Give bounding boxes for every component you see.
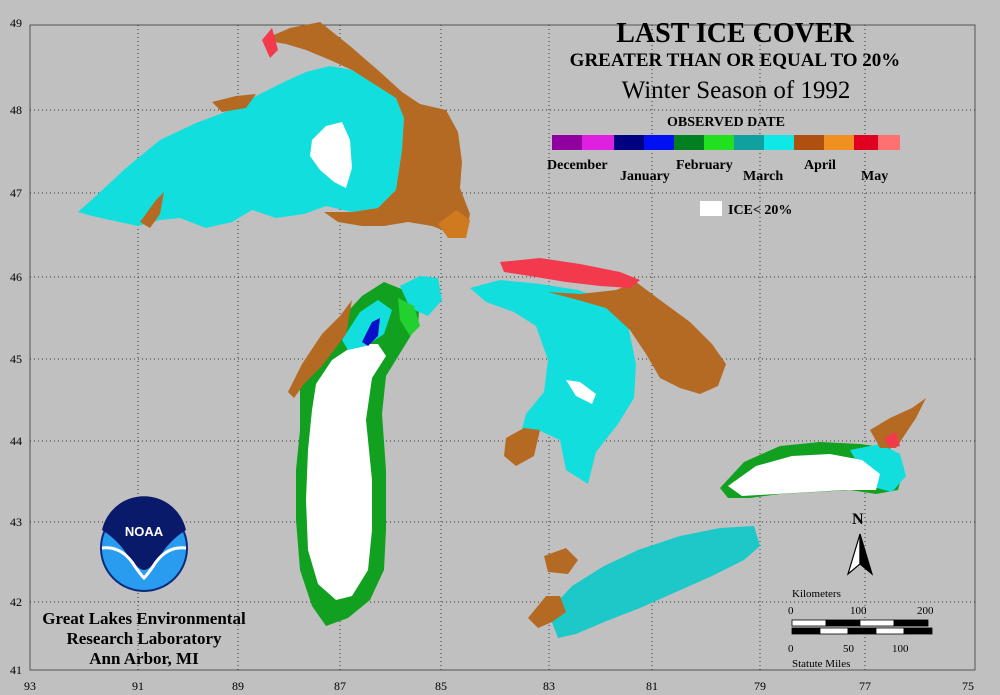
- superior-march-ice: [78, 66, 404, 228]
- huron-march-ice: [470, 280, 636, 484]
- ontario-march-ice: [850, 444, 906, 492]
- lon-label: 79: [754, 679, 766, 693]
- lon-label: 85: [435, 679, 447, 693]
- huron-may-ice-north-channel: [500, 258, 640, 288]
- huron-ice-lt20: [566, 380, 596, 404]
- legend-swatch-january-light: [644, 135, 674, 150]
- legend-swatch-may-dark: [854, 135, 878, 150]
- lat-label: 46: [10, 270, 22, 284]
- ontario-ice-lt20: [728, 454, 880, 496]
- lon-label: 83: [543, 679, 555, 693]
- lat-label: 47: [10, 186, 22, 200]
- lake-michigan: [288, 276, 442, 626]
- lake-erie: [528, 526, 760, 638]
- legend-swatch-february-light: [704, 135, 734, 150]
- superior-keweenaw-march: [262, 150, 304, 172]
- scale-mi-label: Statute Miles: [792, 658, 850, 670]
- noaa-logo-bird: [102, 496, 186, 570]
- lat-label: 44: [10, 434, 22, 448]
- michigan-march-ice-north: [342, 300, 392, 350]
- superior-april-ice-nipigon: [212, 94, 256, 112]
- lat-label: 45: [10, 352, 22, 366]
- superior-may-ice: [262, 28, 278, 58]
- huron-saginaw-april: [504, 428, 540, 466]
- title-main: LAST ICE COVER: [616, 18, 854, 49]
- org-line-3: Ann Arbor, MI: [89, 649, 199, 668]
- lat-label: 48: [10, 103, 22, 117]
- org-line-2: Research Laboratory: [66, 629, 222, 648]
- lon-label: 77: [859, 679, 871, 693]
- lon-label: 87: [334, 679, 346, 693]
- michigan-january-ice: [362, 318, 380, 346]
- lake-superior: [78, 22, 470, 238]
- legend-label-april: April: [804, 158, 836, 173]
- scale-mi-tick: 50: [843, 643, 855, 655]
- title-subtitle: GREATER THAN OR EQUAL TO 20%: [570, 50, 901, 71]
- huron-april-ice-georgian: [548, 282, 726, 394]
- ontario-may-ice: [884, 432, 900, 448]
- scale-km-label: Kilometers: [792, 588, 841, 600]
- scale-mi-tick: 100: [892, 643, 909, 655]
- superior-whitefish-april: [438, 210, 470, 238]
- lat-label: 43: [10, 515, 22, 529]
- noaa-logo-wave: [101, 546, 187, 581]
- legend-swatch-march-light: [764, 135, 794, 150]
- longitude-labels: 93 91 89 87 85 83 81 79 77 75: [24, 679, 974, 693]
- legend-label-ice-lt20: ICE< 20%: [728, 203, 792, 218]
- legend-label-december: December: [547, 158, 608, 173]
- legend-label-march: March: [743, 169, 783, 184]
- erie-march-ice: [548, 526, 760, 638]
- legend-label-february: February: [676, 158, 733, 173]
- michigan-straits-february: [398, 298, 420, 336]
- lake-ontario: [720, 398, 926, 498]
- legend-swatch-april-light: [824, 135, 854, 150]
- lon-label: 93: [24, 679, 36, 693]
- scale-bar: Kilometers 0 100 200 0 50 100 Statute Mi…: [788, 588, 934, 670]
- noaa-logo-text: NOAA: [125, 524, 164, 539]
- legend-swatch-december-light: [582, 135, 614, 150]
- scale-km-tick: 100: [850, 605, 867, 617]
- lake-huron: [470, 258, 726, 484]
- legend-swatch-january-dark: [614, 135, 644, 150]
- lon-label: 81: [646, 679, 658, 693]
- legend-label-may: May: [861, 169, 888, 184]
- ontario-april-ice-east: [870, 398, 926, 448]
- legend-swatch-april-dark: [794, 135, 824, 150]
- superior-april-ice-west: [140, 192, 164, 228]
- observed-date-legend: [552, 135, 900, 216]
- north-label: N: [852, 511, 864, 528]
- superior-april-ice-east: [262, 22, 470, 234]
- lat-label: 42: [10, 595, 22, 609]
- north-arrow-left-half: [846, 533, 861, 576]
- latitude-labels: 49 48 47 46 45 44 43 42 41: [10, 16, 22, 677]
- legend-swatch-ice-lt20: [700, 201, 722, 216]
- scale-km-tick: 0: [788, 605, 794, 617]
- lat-lon-grid: [29, 24, 976, 671]
- lon-label: 89: [232, 679, 244, 693]
- noaa-logo: NOAA: [100, 496, 188, 592]
- erie-april-ice-west: [528, 596, 566, 628]
- map-frame: [29, 24, 976, 671]
- legend-label-january: January: [620, 169, 670, 184]
- legend-swatch-march-dark: [734, 135, 764, 150]
- north-arrow: N: [846, 511, 874, 576]
- michigan-ice-lt20: [306, 344, 386, 600]
- legend-heading: OBSERVED DATE: [667, 115, 785, 130]
- legend-swatch-february-dark: [674, 135, 704, 150]
- lon-label: 75: [962, 679, 974, 693]
- scale-km-tick: 200: [917, 605, 934, 617]
- lat-label: 49: [10, 16, 22, 30]
- lat-label: 41: [10, 663, 22, 677]
- org-line-1: Great Lakes Environmental: [42, 609, 246, 628]
- north-arrow-right-half: [859, 533, 874, 576]
- scale-mi-tick: 0: [788, 643, 794, 655]
- superior-ice-lt20: [310, 122, 352, 188]
- legend-swatch-december-dark: [552, 135, 582, 150]
- title-season: Winter Season of 1992: [622, 77, 851, 104]
- michigan-green-bay-april: [288, 300, 352, 398]
- lon-label: 91: [132, 679, 144, 693]
- erie-april-ice-st-clair: [544, 548, 578, 574]
- legend-swatch-may-light: [878, 135, 900, 150]
